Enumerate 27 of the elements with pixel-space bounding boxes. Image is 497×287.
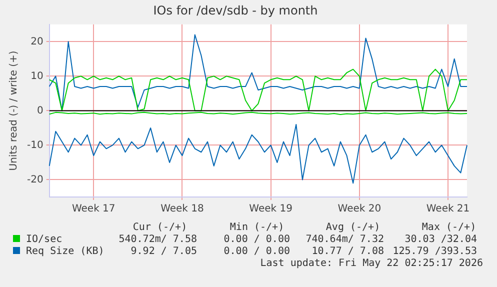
y-tick-label: 20 — [30, 36, 44, 48]
text: Last update: Fri May 22 02:25:17 2026 — [259, 258, 483, 270]
y-tick-label: 10 — [30, 70, 44, 82]
text: Cur (-/+) — [132, 222, 188, 234]
x-tick-label: Week 18 — [160, 204, 204, 215]
x-tick-label: Week 17 — [72, 204, 116, 215]
legend-label: Req Size (KB) — [25, 246, 104, 258]
text: 9.92 / 7.05 — [130, 246, 197, 257]
chart-title: IOs for /dev/sdb - by month — [153, 3, 318, 18]
text: Max (-/+) — [420, 222, 478, 234]
text: 0.00 / 0.00 — [224, 234, 290, 245]
text: 740.64m/ 7.32 — [304, 234, 384, 246]
text: Avg (-/+) — [324, 222, 382, 234]
x-tick-label: Week 21 — [426, 204, 470, 215]
legend-label: IO/sec — [25, 234, 62, 246]
x-tick-label: Week 19 — [249, 204, 292, 215]
text: 10.77 / 7.08 — [310, 246, 384, 258]
y-tick-label: -10 — [26, 140, 44, 151]
text: 125.79 /393.53 — [392, 246, 477, 257]
y-tick-label: -20 — [26, 174, 44, 186]
y-tick-label: 0 — [36, 105, 44, 116]
y-axis-title: Units read (-) / write (+) — [8, 50, 20, 171]
text: 30.03 /32.04 — [404, 234, 477, 245]
text: 540.72m/ 7.58 — [118, 234, 197, 246]
x-tick-label: Week 20 — [338, 204, 382, 215]
text: Min (-/+) — [228, 222, 286, 234]
text: 0.00 / 0.00 — [224, 246, 290, 257]
